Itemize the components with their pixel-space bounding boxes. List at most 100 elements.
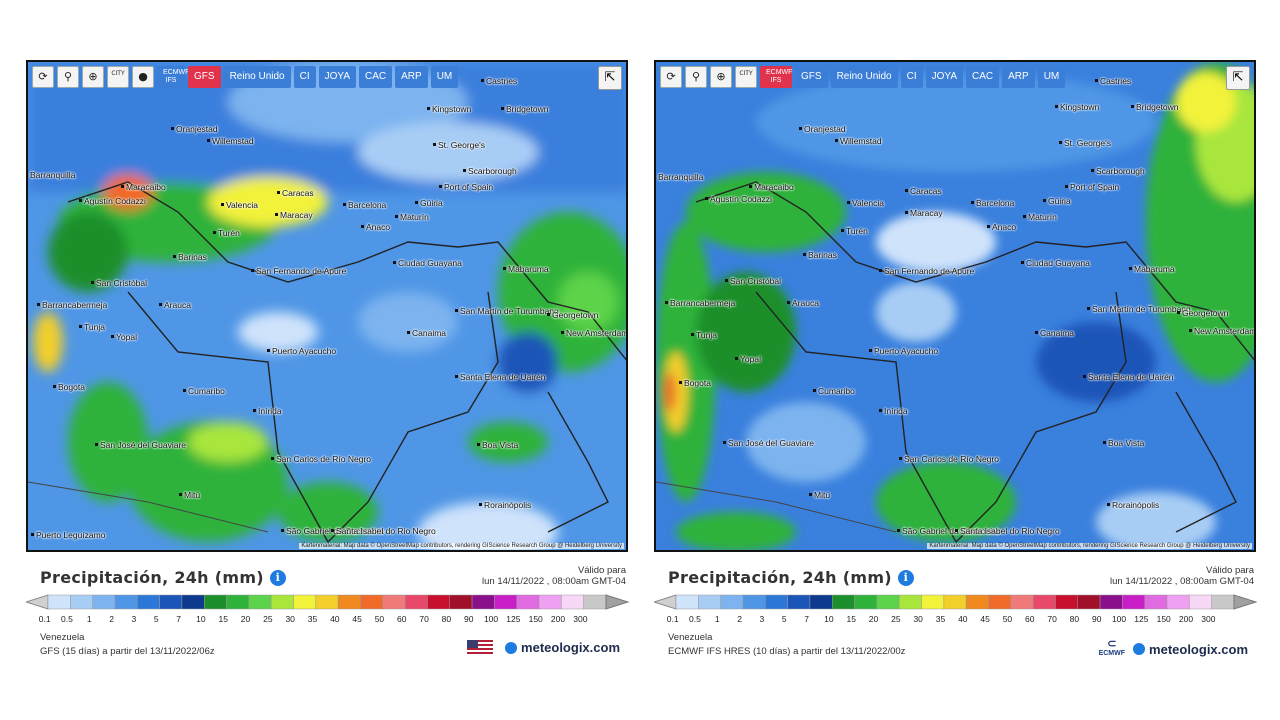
city-label: Port of Spain [438,182,494,192]
model-joya-button[interactable]: JOYA [318,66,356,88]
scale-swatch [765,594,788,610]
location-pin-icon[interactable]: ⚲ [685,66,707,88]
city-label: Tunja [691,330,717,340]
dot-icon[interactable]: ● [132,66,154,88]
city-label: Agustín Codazzi [79,196,146,206]
scale-tick-label: 300 [573,614,588,624]
city-label: Turén [213,228,240,238]
city-label: Turén [841,226,868,236]
scale-tick-label: 60 [1025,614,1035,624]
scale-ticks: 0.1 0.5 1 2 3 5 7 10 15 20 25 30 35 40 45 50 60 70 80 90 100… [654,614,1258,626]
scale-tick-label: 100 [1111,614,1127,624]
city-label: Rorainópolis [1106,500,1160,510]
model-run-info: ECMWF IFS HRES (10 días) a partir del 13… [668,646,906,657]
model-ukmo-button[interactable]: Reino Unido [830,66,898,88]
brand-logo[interactable]: meteologix.com [467,640,620,655]
share-icon[interactable]: ⇱ [1226,66,1250,90]
scale-tick-label: 25 [263,614,273,624]
city-label: Canaima [406,328,447,338]
scale-tick-label: 45 [352,614,362,624]
city-label: Valencia [221,200,258,210]
city-label: Barinas [803,250,837,260]
model-cac-button[interactable]: CAC [359,66,393,88]
city-label: Canaima [1034,328,1075,338]
scale-swatch [137,594,160,610]
model-joya-button[interactable]: JOYA [925,66,963,88]
city-toggle-button[interactable]: CITY [107,66,129,88]
city-toggle-button[interactable]: CITY [735,66,757,88]
city-label: Kingstown [1054,102,1100,112]
model-ecmwf-button[interactable]: ECMWF IFS [760,66,792,88]
city-label: Santa Elena de Uairén [455,372,546,382]
refresh-icon[interactable]: ⟳ [32,66,54,88]
city-label: Willemstad [835,136,882,146]
city-label: Maturín [1023,212,1057,222]
scale-swatch [561,594,584,610]
precipitation-field [28,62,626,550]
precipitation-map[interactable]: ⟳ ⚲ ⊕ CITY ● ECMWF IFS GFS Reino Unido C… [26,60,628,552]
model-arp-button[interactable]: ARP [395,66,428,88]
scale-swatch [1099,594,1123,610]
scale-swatch [1144,594,1168,610]
city-label: Barrancabermeja [664,298,736,308]
city-label: San Cristóbal [724,276,782,286]
zoom-icon[interactable]: ⊕ [710,66,732,88]
scale-swatch [315,594,339,610]
scale-swatch [226,594,250,610]
color-scale-bar [26,594,630,610]
scale-swatch [898,594,922,610]
scale-swatch [1189,594,1212,610]
model-um-button[interactable]: UM [430,66,459,88]
map-toolbar: ⟳ ⚲ ⊕ CITY ECMWF IFS GFS Reino Unido CI … [660,66,1066,88]
model-ecmwf-button[interactable]: ECMWF IFS [157,66,189,88]
model-ukmo-button[interactable]: Reino Unido [223,66,291,88]
scale-swatch [698,594,721,610]
city-label: Caracas [905,186,942,196]
refresh-icon[interactable]: ⟳ [660,66,682,88]
scale-tick-label: 60 [397,614,407,624]
location-pin-icon[interactable]: ⚲ [57,66,79,88]
model-cac-button[interactable]: CAC [966,66,1000,88]
scale-tick-label: 40 [958,614,968,624]
scale-tick-label: 90 [1091,614,1102,624]
city-label: Bogota [53,382,85,392]
model-um-button[interactable]: UM [1037,66,1066,88]
scale-swatch [471,594,495,610]
brand-logo[interactable]: ⊂ ECMWF meteologix.com [1098,638,1248,658]
city-label: Barranquilla [658,172,704,182]
model-ci-button[interactable]: CI [293,66,316,88]
scale-tick-label: 5 [781,614,787,624]
share-icon[interactable]: ⇱ [598,66,622,90]
valid-time: Válido para lun 14/11/2022 , 08:00am GMT… [482,565,626,587]
city-label: Cumaribo [813,386,855,396]
info-icon[interactable]: i [897,570,914,586]
scale-tick-label: 10 [196,614,206,624]
scale-tick-label: 30 [285,614,295,624]
scale-swatch [449,594,473,610]
city-label: Anaco [360,222,391,232]
model-ci-button[interactable]: CI [900,66,923,88]
city-label: Yopal [735,354,761,364]
precipitation-map[interactable]: ⟳ ⚲ ⊕ CITY ECMWF IFS GFS Reino Unido CI … [654,60,1256,552]
model-arp-button[interactable]: ARP [1002,66,1035,88]
scale-tick-label: 1 [86,614,92,624]
scale-tick-label: 0.1 [38,614,51,624]
city-label: Inírida [879,406,908,416]
scale-swatch [203,594,227,610]
city-label: San Carlos de Río Negro [899,454,999,464]
scale-tick-label: 3 [131,614,137,624]
scale-tick-label: 0.5 [689,614,701,624]
scale-tick-label: 20 [240,614,251,624]
scale-ticks: 0.1 0.5 1 2 3 5 7 10 15 20 25 30 35 40 45 50 60 70 80 90 100… [26,614,630,626]
info-icon[interactable]: i [269,570,286,586]
city-label: Oranjestad [799,124,846,134]
scale-tick-label: 7 [804,614,809,624]
model-gfs-button[interactable]: GFS [188,66,221,88]
scale-tick-label: 2 [109,614,114,624]
scale-swatch [404,594,428,610]
city-label: Mitú [808,490,831,500]
map-toolbar: ⟳ ⚲ ⊕ CITY ● ECMWF IFS GFS Reino Unido C… [32,66,459,88]
model-gfs-button[interactable]: GFS [795,66,828,88]
zoom-icon[interactable]: ⊕ [82,66,104,88]
scale-swatch [516,594,540,610]
